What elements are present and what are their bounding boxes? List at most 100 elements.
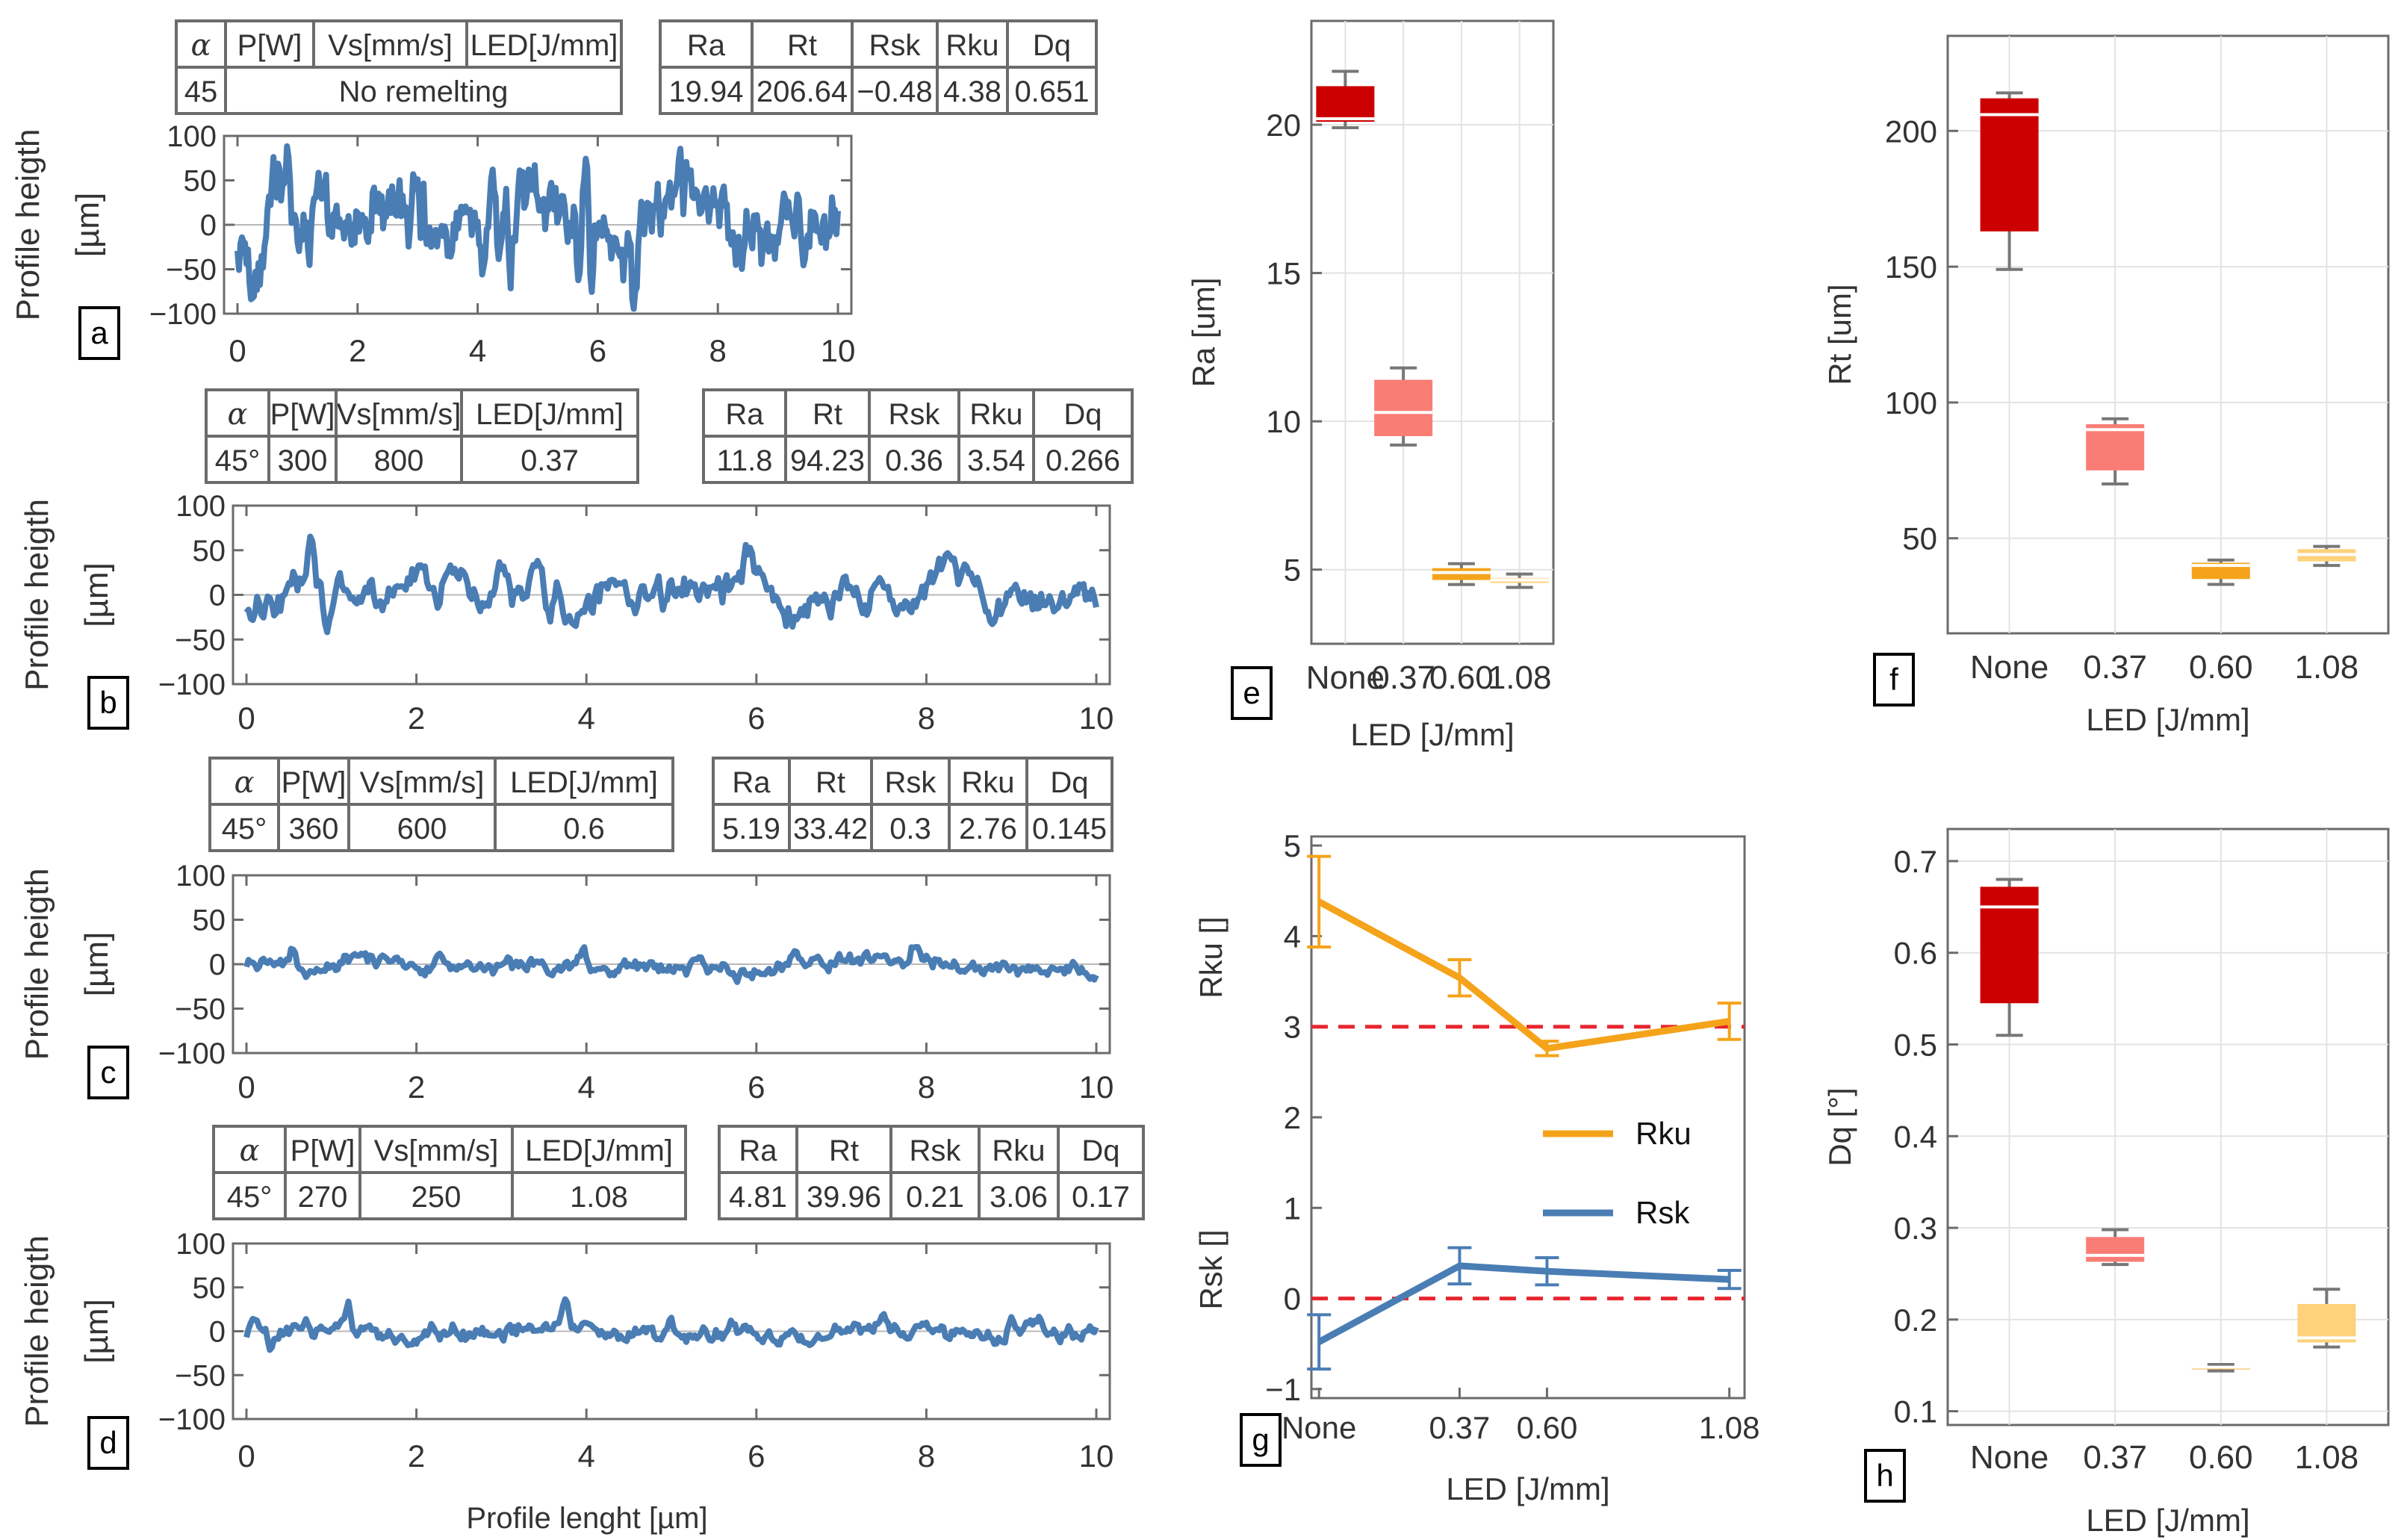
x-tick-label: 8 [918,1069,935,1105]
x-axis-label: LED [J/mm] [1446,1471,1609,1506]
y-tick-label: 20 [1266,108,1301,143]
y-tick-label: 50 [193,535,226,568]
stats-table-b-value-cell: 0.36 [885,444,943,477]
x-axis-label: LED [J/mm] [2086,1503,2249,1538]
stats-table-b: Ra Rt Rsk Rku Dq 11.8 94.23 0.36 3.54 0.266 [702,388,1134,484]
stats-table-b-header-cell: Rsk [889,398,941,431]
box-body [1980,98,2039,232]
params-table-b-header-cell: P[W] [270,398,335,431]
y-tick-label: 50 [193,904,226,937]
y-tick-label: 5 [1284,553,1301,588]
box-body [1316,86,1375,122]
panel-letter-f: f [1889,662,1898,697]
y-tick-label: −50 [175,624,226,656]
params-table-d: α P[W] Vs[mm/s] LED[J/mm] 45° 270 250 1.08 [212,1125,687,1220]
stats-table-a-header-cell: Rt [787,29,817,62]
y-axis-unit: [µm] [78,1299,115,1363]
x-tick-label: 4 [578,701,595,736]
params-table-c-header-cell: P[W] [282,766,347,799]
y-tick-label: −50 [166,254,217,287]
x-tick-label: 1.08 [2295,1439,2359,1476]
box-0.37 [1374,366,1433,447]
stats-table-c-header-cell: Rt [816,766,845,799]
box-0.60 [2191,558,2250,586]
y-axis-label: Profile heigth [19,499,55,691]
box-0.60 [1432,562,1491,586]
y-tick-label: −100 [158,1037,226,1070]
y-tick-label: 3 [1284,1010,1301,1045]
stats-table-b-value-cell: 0.266 [1046,444,1120,477]
params-table-a: α P[W] Vs[mm/s] LED[J/mm] 45 No remelting [175,19,623,115]
stats-table-c-header-cell: Dq [1050,766,1088,799]
x-tick-label: 4 [469,333,486,368]
x-tick-label: 10 [1079,1069,1114,1105]
x-tick-label: 6 [748,701,765,736]
box-1.08 [1490,572,1549,589]
box-body [2086,1237,2145,1262]
y-tick-label: 0.6 [1894,936,1937,971]
x-tick-label: 6 [748,1438,765,1474]
y-tick-label: 50 [1902,521,1937,556]
y-tick-label: −50 [175,1359,226,1392]
x-tick-label: 6 [589,333,606,368]
stats-table-c-value-cell: 2.76 [959,813,1017,845]
box-body [2086,424,2145,471]
panel-letter-e: e [1243,675,1260,710]
x-tick-label: 2 [408,1069,425,1105]
params-table-c: α P[W] Vs[mm/s] LED[J/mm] 45° 360 600 0.6 [208,757,674,852]
x-tick-label: 8 [709,333,727,368]
x-tick-label: None [1970,649,2049,686]
params-table-d-value-cell: 250 [411,1181,462,1214]
y-tick-label: −100 [158,1403,226,1436]
box-body [1374,379,1433,436]
panel-letter-g-box [1240,1413,1282,1467]
params-table-c-value-cell: 0.6 [563,813,605,845]
x-tick-label: 0 [237,701,255,736]
y-tick-label: 50 [184,165,217,198]
stats-table-b-value-cell: 94.23 [790,444,865,477]
box-None [1316,69,1375,129]
y-tick-label: 50 [193,1272,226,1305]
profile-panel-c: 100 50 0 −50 −100 0 2 4 6 8 10 Profile heigth [µm] [19,860,1114,1105]
y-tick-label: 100 [176,490,226,523]
x-tick-label: 0.37 [1429,1410,1491,1445]
y-axis-unit: [µm] [69,193,106,257]
x-tick-label: 10 [821,333,856,368]
stats-table-c-header-cell: Ra [732,766,771,799]
y-tick-label: 0 [209,1316,226,1349]
panel-letter-d-box [87,1416,129,1470]
profile-x-axis-label: Profile lenght [µm] [466,1502,707,1535]
x-tick-label: 1.08 [1488,659,1552,696]
params-table-b: α P[W] Vs[mm/s] LED[J/mm] 45° 300 800 0.37 [205,388,639,484]
profile-line-c [243,944,1099,985]
stats-table-d-value-cell: 39.96 [807,1181,881,1214]
stats-table-a-header-cell: Rku [945,29,998,62]
x-tick-label: 2 [408,701,425,736]
box-body [1980,887,2039,1004]
y-axis-label-upper: Rku [] [1193,916,1229,999]
y-axis-label-lower: Rsk [] [1193,1229,1229,1309]
box-0.37 [2086,417,2145,485]
box-panel-h: 0.1 0.2 0.3 0.4 0.5 0.6 0.7 None 0.37 0.60 1.08 Dq … [1822,828,2390,1538]
stats-table-c: Ra Rt Rsk Rku Dq 5.19 33.42 0.3 2.76 0.145 [712,757,1114,852]
stats-table-c-header-cell: Rsk [885,766,937,799]
y-tick-label: −1 [1265,1372,1301,1407]
params-table-d-value-cell: 270 [298,1181,348,1214]
panel-letter-a-box [78,306,120,360]
y-tick-label: 5 [1284,828,1301,863]
params-table-d-header-cell: P[W] [291,1134,355,1167]
stats-table-a-header-cell: Rsk [869,29,922,62]
stats-table-d-header-cell: Rsk [910,1134,962,1167]
y-tick-label: 0 [1284,1282,1301,1317]
x-tick-label: 4 [578,1438,595,1474]
x-axis-label: LED [J/mm] [2086,702,2249,737]
stats-table-c-value-cell: 0.3 [889,813,931,845]
series-Rsk [1307,1246,1742,1371]
stats-table-d: Ra Rt Rsk Rku Dq 4.81 39.96 0.21 3.06 0.17 [718,1125,1145,1220]
legend: Rku Rsk [1543,1116,1692,1230]
params-table-c-header-cell: LED[J/mm] [510,766,658,799]
params-table-b-header-cell: Vs[mm/s] [337,398,462,431]
y-tick-label: −50 [175,993,226,1026]
x-tick-label: 2 [408,1438,425,1474]
params-table-c-value-cell: 360 [289,813,339,845]
